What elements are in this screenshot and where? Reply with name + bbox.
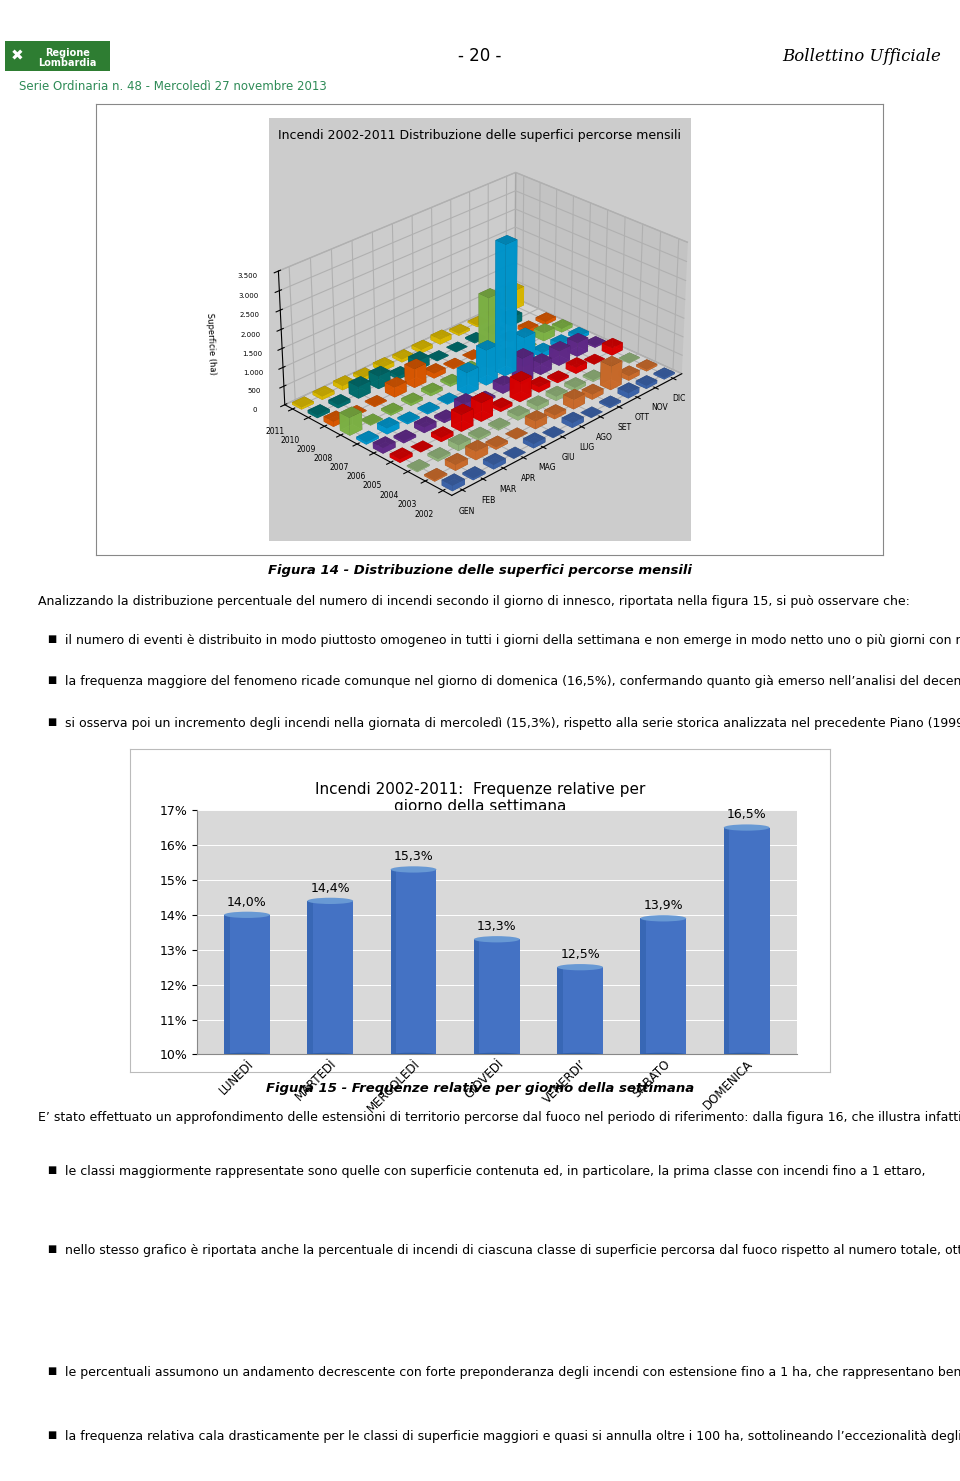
Text: ■: ■ [47, 675, 57, 686]
Ellipse shape [640, 915, 686, 921]
Text: le percentuali assumono un andamento decrescente con forte preponderanza degli i: le percentuali assumono un andamento dec… [65, 1365, 960, 1379]
Text: nello stesso grafico è riportata anche la percentuale di incendi di ciascuna cla: nello stesso grafico è riportata anche l… [65, 1244, 960, 1257]
Text: ■: ■ [47, 717, 57, 727]
Text: 15,3%: 15,3% [394, 850, 433, 863]
Text: 13,9%: 13,9% [643, 899, 684, 912]
Bar [307, 900, 353, 1054]
Text: le classi maggiormente rappresentate sono quelle con superficie contenuta ed, in: le classi maggiormente rappresentate son… [65, 1166, 926, 1177]
Ellipse shape [224, 1053, 270, 1056]
Bar [724, 828, 770, 1054]
Bar [391, 869, 396, 1054]
Ellipse shape [724, 825, 770, 831]
Ellipse shape [307, 897, 353, 903]
Bar [391, 869, 437, 1054]
Text: ■: ■ [47, 634, 57, 644]
Bar [557, 967, 563, 1054]
Bar [474, 939, 519, 1054]
Text: E’ stato effettuato un approfondimento delle estensioni di territorio percorse d: E’ stato effettuato un approfondimento d… [38, 1111, 960, 1124]
Bar [224, 915, 270, 1054]
Ellipse shape [474, 1053, 519, 1056]
Text: Incendi 2002-2011:  Frequenze relative per
giorno della settimana: Incendi 2002-2011: Frequenze relative pe… [315, 782, 645, 815]
Text: ■: ■ [47, 1244, 57, 1254]
Text: 14,0%: 14,0% [228, 896, 267, 908]
Ellipse shape [391, 866, 437, 872]
Ellipse shape [557, 1053, 603, 1056]
Text: 14,4%: 14,4% [310, 881, 350, 895]
Bar [640, 918, 686, 1054]
Bar [307, 900, 313, 1054]
Text: ■: ■ [47, 1365, 57, 1376]
Ellipse shape [474, 936, 519, 942]
Ellipse shape [724, 1053, 770, 1056]
Text: 12,5%: 12,5% [561, 948, 600, 961]
Text: si osserva poi un incremento degli incendi nella giornata di mercoledì (15,3%), : si osserva poi un incremento degli incen… [65, 717, 960, 730]
Text: Analizzando la distribuzione percentuale del numero di incendi secondo il giorno: Analizzando la distribuzione percentuale… [38, 595, 910, 609]
Bar [724, 828, 730, 1054]
Ellipse shape [224, 912, 270, 918]
Bar [640, 918, 646, 1054]
Text: ■: ■ [47, 1166, 57, 1174]
Text: la frequenza maggiore del fenomeno ricade comunque nel giorno di domenica (16,5%: la frequenza maggiore del fenomeno ricad… [65, 675, 960, 689]
FancyBboxPatch shape [5, 41, 110, 71]
Text: Serie Ordinaria n. 48 - Mercoledì 27 novembre 2013: Serie Ordinaria n. 48 - Mercoledì 27 nov… [19, 80, 327, 93]
Text: Lombardia: Lombardia [38, 58, 96, 68]
Text: Regione: Regione [45, 47, 89, 58]
Text: il numero di eventi è distribuito in modo piuttosto omogeneo in tutti i giorni d: il numero di eventi è distribuito in mod… [65, 634, 960, 647]
Ellipse shape [557, 964, 603, 970]
Text: - 20 -: - 20 - [458, 47, 502, 65]
Text: Figura 15 - Frequenze relative per giorno della settimana: Figura 15 - Frequenze relative per giorn… [266, 1083, 694, 1094]
Text: la frequenza relativa cala drasticamente per le classi di superficie maggiori e : la frequenza relativa cala drasticamente… [65, 1431, 960, 1444]
Text: ✖: ✖ [11, 49, 24, 64]
Text: Figura 14 - Distribuzione delle superfici percorse mensili: Figura 14 - Distribuzione delle superfic… [268, 564, 692, 576]
Ellipse shape [640, 1053, 686, 1056]
Bar [224, 915, 229, 1054]
Ellipse shape [307, 1053, 353, 1056]
Text: Bollettino Ufficiale: Bollettino Ufficiale [782, 47, 941, 65]
Bar [557, 967, 603, 1054]
Ellipse shape [391, 1053, 437, 1056]
Text: ■: ■ [47, 1431, 57, 1441]
Title: Incendi 2002-2011 Distribuzione delle superfici percorse mensili: Incendi 2002-2011 Distribuzione delle su… [278, 129, 682, 142]
Text: 16,5%: 16,5% [727, 809, 766, 822]
Text: 13,3%: 13,3% [477, 920, 516, 933]
Bar [474, 939, 479, 1054]
